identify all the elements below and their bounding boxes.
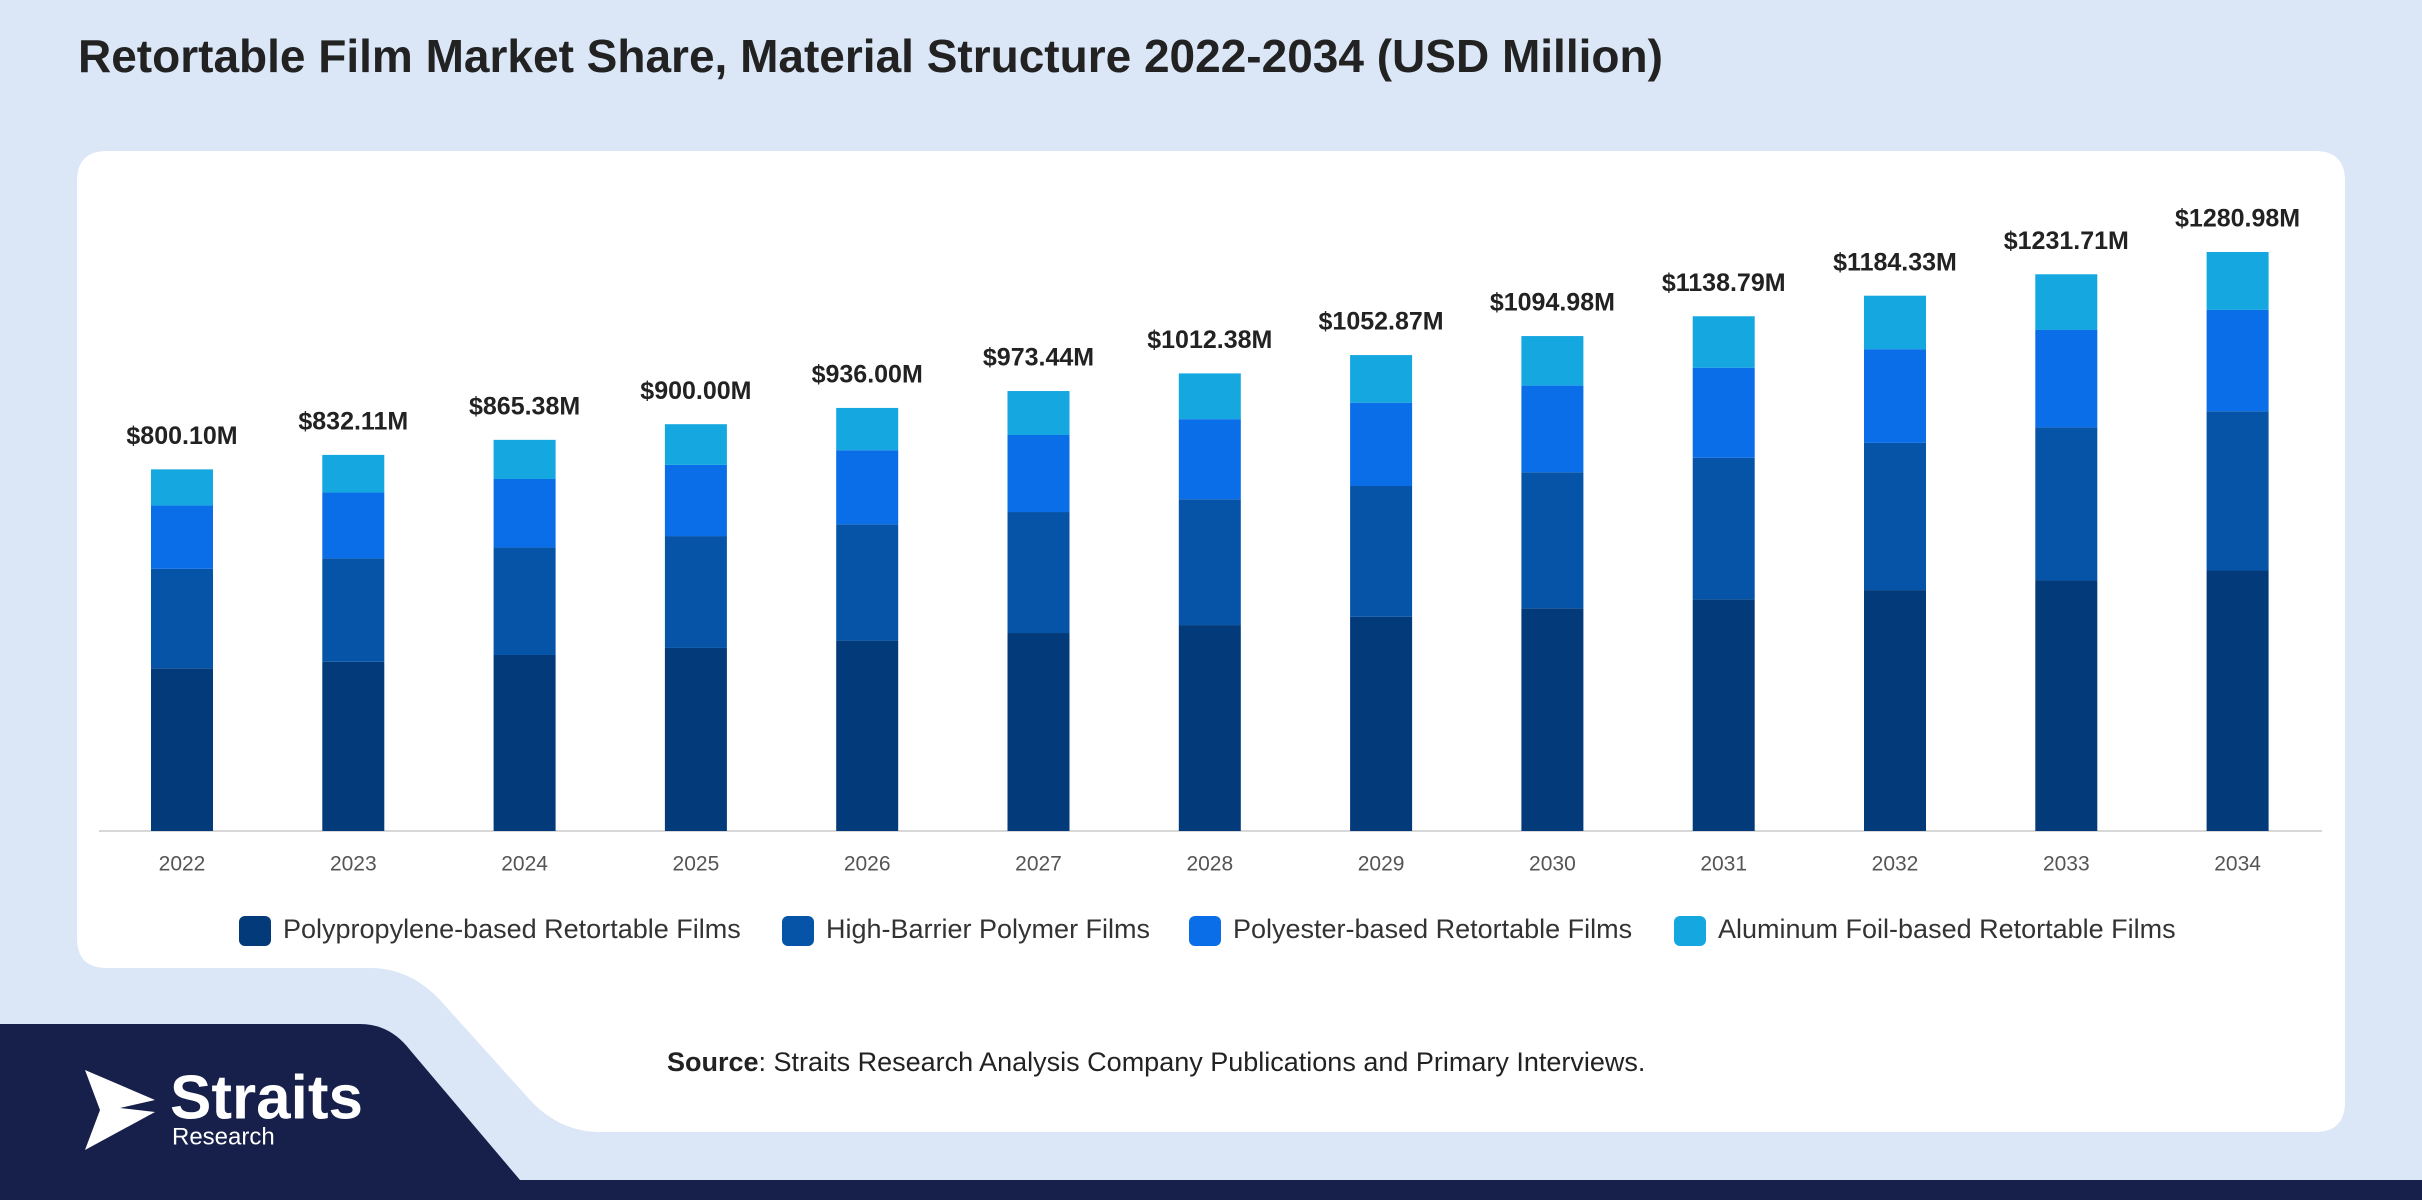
bar-segment	[836, 407, 899, 451]
bar-segment	[151, 469, 213, 506]
total-label: $800.10M	[126, 422, 237, 450]
bar-segment	[836, 640, 899, 831]
bar-segment	[1007, 391, 1070, 436]
brand-logo	[85, 1070, 155, 1150]
bar-segment	[1864, 442, 1926, 591]
x-tick-label: 2025	[673, 853, 720, 876]
x-tick-label: 2029	[1358, 853, 1405, 876]
total-label: $865.38M	[469, 392, 580, 420]
bar-segment	[1350, 355, 1413, 403]
bar-segment	[664, 536, 727, 648]
legend-swatch	[1189, 916, 1221, 946]
bar-segment	[493, 654, 556, 831]
bar-segment	[322, 454, 385, 493]
bar-segment	[1692, 316, 1755, 368]
x-tick-label: 2027	[1015, 853, 1062, 876]
bar-segment	[2035, 580, 2098, 831]
bar-segment	[1692, 457, 1755, 600]
total-label: $1094.98M	[1490, 289, 1615, 317]
bar-segment	[1350, 616, 1413, 831]
bar-segment	[1521, 336, 1584, 386]
total-label: $1280.98M	[2175, 205, 2300, 233]
bar-segment	[1692, 367, 1755, 458]
source: Source: Straits Research Analysis Compan…	[667, 1047, 1645, 1077]
bar-segment	[151, 568, 213, 669]
bar-segment	[1864, 349, 1926, 443]
bar-segment	[1007, 633, 1070, 831]
bar-segment	[493, 547, 556, 655]
x-tick-label: 2034	[2214, 853, 2261, 876]
legend-label: Aluminum Foil-based Retortable Films	[1718, 914, 2176, 944]
bar-segment	[1521, 385, 1584, 473]
legend-swatch	[782, 916, 814, 946]
x-tick-label: 2032	[1872, 853, 1919, 876]
x-tick-label: 2031	[1700, 853, 1747, 876]
x-tick-label: 2023	[330, 853, 377, 876]
bar-segment	[322, 558, 385, 662]
legend-swatch	[1674, 916, 1706, 946]
bar-segment	[1007, 512, 1070, 634]
bar-segment	[1864, 590, 1926, 831]
chart-title: Retortable Film Market Share, Material S…	[78, 30, 1663, 82]
x-tick-label: 2024	[501, 853, 548, 876]
bar-segment	[493, 439, 556, 479]
bar-segment	[1350, 402, 1413, 486]
bar-segment	[2035, 329, 2098, 428]
total-label: $1184.33M	[1833, 248, 1957, 276]
source-label: Source	[667, 1047, 759, 1077]
legend-label: High-Barrier Polymer Films	[826, 914, 1150, 944]
bar-segment	[322, 492, 385, 559]
bar-segment	[664, 424, 727, 465]
bar-segment	[1178, 419, 1241, 500]
total-label: $1138.79M	[1662, 269, 1786, 297]
bar-segment	[151, 505, 213, 569]
total-label: $973.44M	[983, 344, 1094, 372]
bar-segment	[1178, 625, 1241, 831]
bar-segment	[836, 450, 899, 525]
bar-segment	[1692, 599, 1755, 831]
bar-segment	[1864, 295, 1926, 350]
legend-swatch	[239, 916, 271, 946]
total-label: $832.11M	[298, 408, 408, 436]
bar-segment	[1521, 608, 1584, 831]
brand-sub: Research	[172, 1123, 275, 1150]
bar-segment	[2206, 309, 2269, 412]
total-label: $1012.38M	[1147, 326, 1272, 354]
x-tick-label: 2030	[1529, 853, 1576, 876]
total-label: $900.00M	[640, 377, 751, 405]
legend-label: Polypropylene-based Retortable Films	[283, 914, 741, 944]
bar-segment	[2206, 251, 2269, 310]
brand-band	[0, 1024, 2422, 1200]
bar-segment	[1007, 435, 1070, 513]
x-tick-label: 2028	[1186, 853, 1233, 876]
legend-label: Polyester-based Retortable Films	[1233, 914, 1632, 944]
source-text: : Straits Research Analysis Company Publ…	[759, 1047, 1646, 1077]
total-label: $1231.71M	[2004, 227, 2129, 255]
total-label: $1052.87M	[1319, 308, 1444, 336]
bar-segment	[1521, 472, 1584, 609]
brand-name: Straits	[170, 1063, 363, 1132]
x-tick-label: 2022	[159, 853, 206, 876]
bar-segment	[493, 478, 556, 548]
bar-segment	[664, 464, 727, 537]
x-tick-label: 2033	[2043, 853, 2090, 876]
bar-segment	[2206, 411, 2269, 571]
bar-segment	[2206, 570, 2269, 831]
x-tick-label: 2026	[844, 853, 891, 876]
bar-segment	[1178, 499, 1241, 626]
bar-segment	[1350, 485, 1413, 617]
bar-segment	[322, 661, 385, 831]
bar-segment	[1178, 373, 1241, 420]
bar-segment	[2035, 274, 2098, 330]
bar-segment	[664, 647, 727, 831]
bar-segment	[2035, 427, 2098, 581]
total-label: $936.00M	[812, 361, 923, 389]
bar-segment	[151, 668, 213, 831]
bar-segment	[836, 524, 899, 641]
